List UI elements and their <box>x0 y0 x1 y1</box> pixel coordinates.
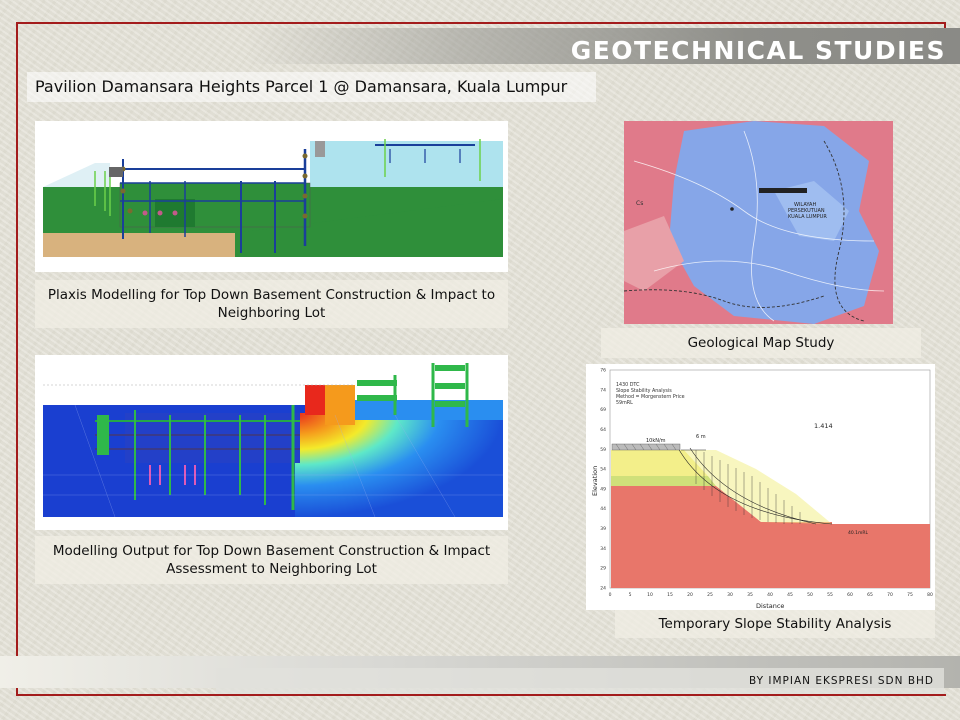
slope-stability-caption-box: Temporary Slope Stability Analysis <box>615 610 935 638</box>
toe-label: 40.1mRL <box>848 530 869 536</box>
frame-left-line <box>16 22 18 696</box>
modelling-output-caption-box: Modelling Output for Top Down Basement C… <box>35 536 508 584</box>
slope-x-tick-label: 35 <box>747 592 753 598</box>
slope-y-tick-label: 74 <box>600 387 606 393</box>
map-label-1: WILAYAH <box>794 202 816 208</box>
modelling-output-drawing <box>35 355 508 530</box>
page-title: GEOTECHNICAL STUDIES <box>570 36 946 65</box>
slope-x-tick-label: 25 <box>707 592 713 598</box>
slope-x-tick-label: 70 <box>887 592 893 598</box>
slope-x-tick-label: 75 <box>907 592 913 598</box>
slope-x-tick-label: 40 <box>767 592 773 598</box>
slope-stability-figure: 1430 DTC Slope Stability Analysis Method… <box>586 364 935 610</box>
project-title: Pavilion Damansara Heights Parcel 1 @ Da… <box>35 77 568 96</box>
slope-y-ticks: 76 74 69 64 59 54 49 44 39 34 29 24 <box>600 368 606 592</box>
slope-info-1: 1430 DTC <box>616 382 640 388</box>
geological-map-caption-box: Geological Map Study <box>601 328 921 358</box>
slope-y-tick-label: 69 <box>600 407 606 413</box>
slope-info-4: 59mRL <box>616 400 633 406</box>
company-credit: BY IMPIAN EKSPRESI SDN BHD <box>748 675 934 687</box>
slope-info-2: Slope Stability Analysis <box>616 388 672 394</box>
geological-map-caption: Geological Map Study <box>687 334 835 351</box>
slope-y-axis-label: Elevation <box>591 466 599 496</box>
factor-of-safety-label: 1.414 <box>814 422 833 430</box>
plaxis-model-figure <box>35 121 508 272</box>
footer-box <box>216 668 944 694</box>
slope-x-tick-label: 65 <box>867 592 873 598</box>
slope-y-tick-label: 49 <box>600 486 606 492</box>
slope-y-tick-label: 24 <box>600 586 606 592</box>
geological-map-drawing: WILAYAH PERSEKUTUAN KUALA LUMPUR Cs <box>624 121 893 324</box>
slope-y-tick-label: 64 <box>600 427 606 433</box>
frame-bottom-line <box>16 694 946 696</box>
slope-y-tick-label: 34 <box>600 546 606 552</box>
slope-y-tick-label: 29 <box>600 566 606 572</box>
slope-stability-caption: Temporary Slope Stability Analysis <box>658 615 892 632</box>
modelling-output-figure <box>35 355 508 530</box>
plaxis-model-caption: Plaxis Modelling for Top Down Basement C… <box>47 286 496 321</box>
slope-x-tick-label: 60 <box>847 592 853 598</box>
slope-x-tick-label: 5 <box>629 592 632 598</box>
slope-stability-drawing: 1430 DTC Slope Stability Analysis Method… <box>586 364 935 610</box>
slope-x-tick-label: 55 <box>827 592 833 598</box>
map-label-3: KUALA LUMPUR <box>788 214 827 220</box>
slope-x-tick-label: 30 <box>727 592 733 598</box>
slope-y-tick-label: 59 <box>600 447 606 453</box>
slope-y-tick-label: 44 <box>600 506 606 512</box>
slope-x-ticks: 0 5 10 15 20 25 30 35 40 45 50 55 60 65 70 75 80 <box>609 592 933 598</box>
slope-y-tick-label: 76 <box>600 368 606 374</box>
frame-top-line <box>16 22 946 24</box>
offset-label: 6 m <box>696 434 706 440</box>
load-label: 10kN/m <box>646 438 666 444</box>
slope-y-tick-label: 39 <box>600 526 606 532</box>
project-title-box <box>27 72 596 102</box>
slope-x-tick-label: 10 <box>647 592 653 598</box>
slope-x-tick-label: 80 <box>927 592 933 598</box>
slope-x-tick-label: 0 <box>609 592 612 598</box>
header-bar <box>245 28 960 64</box>
plaxis-model-drawing <box>35 121 508 272</box>
modelling-output-caption: Modelling Output for Top Down Basement C… <box>52 542 491 577</box>
slope-x-tick-label: 45 <box>787 592 793 598</box>
slope-y-tick-label: 54 <box>600 467 606 473</box>
slope-x-tick-label: 50 <box>807 592 813 598</box>
map-code-label: Cs <box>636 200 643 207</box>
slope-x-tick-label: 20 <box>687 592 693 598</box>
slope-x-axis-label: Distance <box>756 602 784 610</box>
slope-info-3: Method = Morgenstern Price <box>616 394 685 400</box>
slope-x-tick-label: 15 <box>667 592 673 598</box>
map-label-2: PERSEKUTUAN <box>788 208 825 214</box>
geological-map-figure: WILAYAH PERSEKUTUAN KUALA LUMPUR Cs <box>624 121 893 324</box>
plaxis-model-caption-box: Plaxis Modelling for Top Down Basement C… <box>35 280 508 328</box>
